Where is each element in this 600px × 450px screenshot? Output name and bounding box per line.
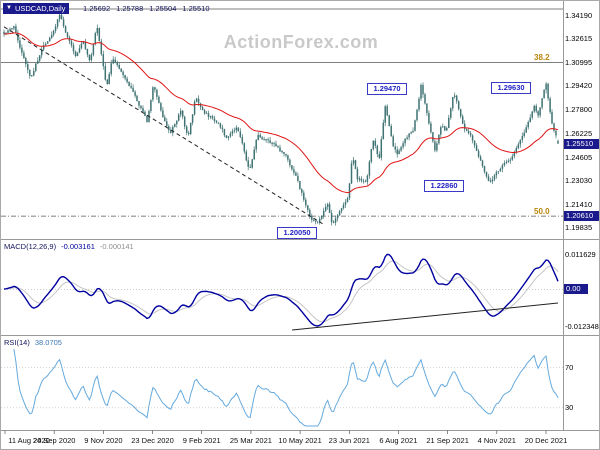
- high-value: 1.25788: [116, 4, 144, 13]
- watermark: ActionForex.com: [223, 32, 379, 52]
- current-price-box: 1.25510: [564, 138, 599, 149]
- low-value: 1.25504: [149, 4, 177, 13]
- price-annotation: 1.22860: [424, 180, 464, 192]
- price-axis-label: 1.24605: [565, 152, 593, 162]
- rsi-name: RSI(14): [4, 338, 30, 347]
- rsi-line: [13, 348, 559, 427]
- rsi-value: 38.0705: [34, 338, 62, 347]
- price-annotation: 1.29630: [491, 82, 531, 94]
- candlestick-bodies: [3, 14, 559, 223]
- fib-382-label: 38.2: [534, 52, 550, 62]
- price-axis-label: 1.29420: [565, 81, 593, 91]
- fib-500-label: 50.0: [534, 206, 550, 216]
- rsi-indicator-label: RSI(14) 38.0705: [4, 338, 62, 347]
- dropdown-icon: ▼: [6, 5, 12, 11]
- date-label: 23 Jun 2021: [328, 436, 370, 445]
- date-label: 25 Mar 2021: [229, 436, 272, 445]
- date-label: 9 Feb 2021: [182, 436, 221, 445]
- macd-axis-bottom: -0.012348: [565, 322, 599, 331]
- macd-name: MACD(12,26,9): [4, 242, 57, 251]
- date-label: 9 Nov 2020: [84, 436, 123, 445]
- price-axis-label: 1.27800: [565, 105, 593, 115]
- close-value: 1.25510: [182, 4, 210, 13]
- macd-trendline: [292, 302, 559, 331]
- rsi-axis-70: 70: [565, 363, 574, 372]
- price-trendline: [3, 26, 323, 225]
- date-label: 21 Sep 2021: [426, 436, 469, 445]
- date-label: 10 May 2021: [278, 436, 322, 445]
- open-value: 1.25692: [83, 4, 111, 13]
- macd-line: [3, 253, 559, 327]
- macd-main-value: -0.003161: [61, 242, 95, 251]
- date-label: 20 Dec 2021: [524, 436, 568, 445]
- date-label: 6 Aug 2021: [379, 436, 418, 445]
- rsi-axis-30: 30: [565, 403, 574, 412]
- date-label: 24 Sep 2020: [32, 436, 76, 445]
- ohlc-readout: 1.25692 1.25788 1.25504 1.25510: [83, 4, 210, 13]
- candlestick-wicks: [3, 11, 559, 226]
- date-label: 4 Nov 2021: [477, 436, 516, 445]
- macd-axis-zero-box: 0.00: [564, 284, 588, 294]
- price-axis-label: 1.26225: [565, 128, 593, 138]
- price-axis-label: 1.19835: [565, 223, 593, 233]
- macd-axis-top: 0.011629: [565, 250, 596, 259]
- price-axis-label: 1.32615: [565, 33, 593, 43]
- price-axis-label: 1.21410: [565, 199, 593, 209]
- macd-signal-line: [4, 260, 559, 323]
- price-annotation: 1.29470: [367, 83, 407, 95]
- symbol-selector[interactable]: ▼ USDCAD,Daily: [3, 3, 70, 14]
- price-axis-label: 1.23030: [565, 175, 593, 185]
- price-axis-label: 1.30995: [565, 57, 593, 67]
- fib-price-box: 1.20610: [564, 211, 599, 222]
- date-label: 23 Dec 2020: [131, 436, 174, 445]
- price-axis-label: 1.34190: [565, 10, 593, 20]
- date-label: 11 Aug 2020: [8, 436, 50, 445]
- macd-signal-value: -0.000141: [99, 242, 134, 251]
- price-annotation: 1.20050: [277, 227, 317, 239]
- ma-line: [4, 32, 559, 194]
- macd-indicator-label: MACD(12,26,9) -0.003161 -0.000141: [4, 242, 134, 251]
- symbol-label: USDCAD,Daily: [14, 4, 66, 13]
